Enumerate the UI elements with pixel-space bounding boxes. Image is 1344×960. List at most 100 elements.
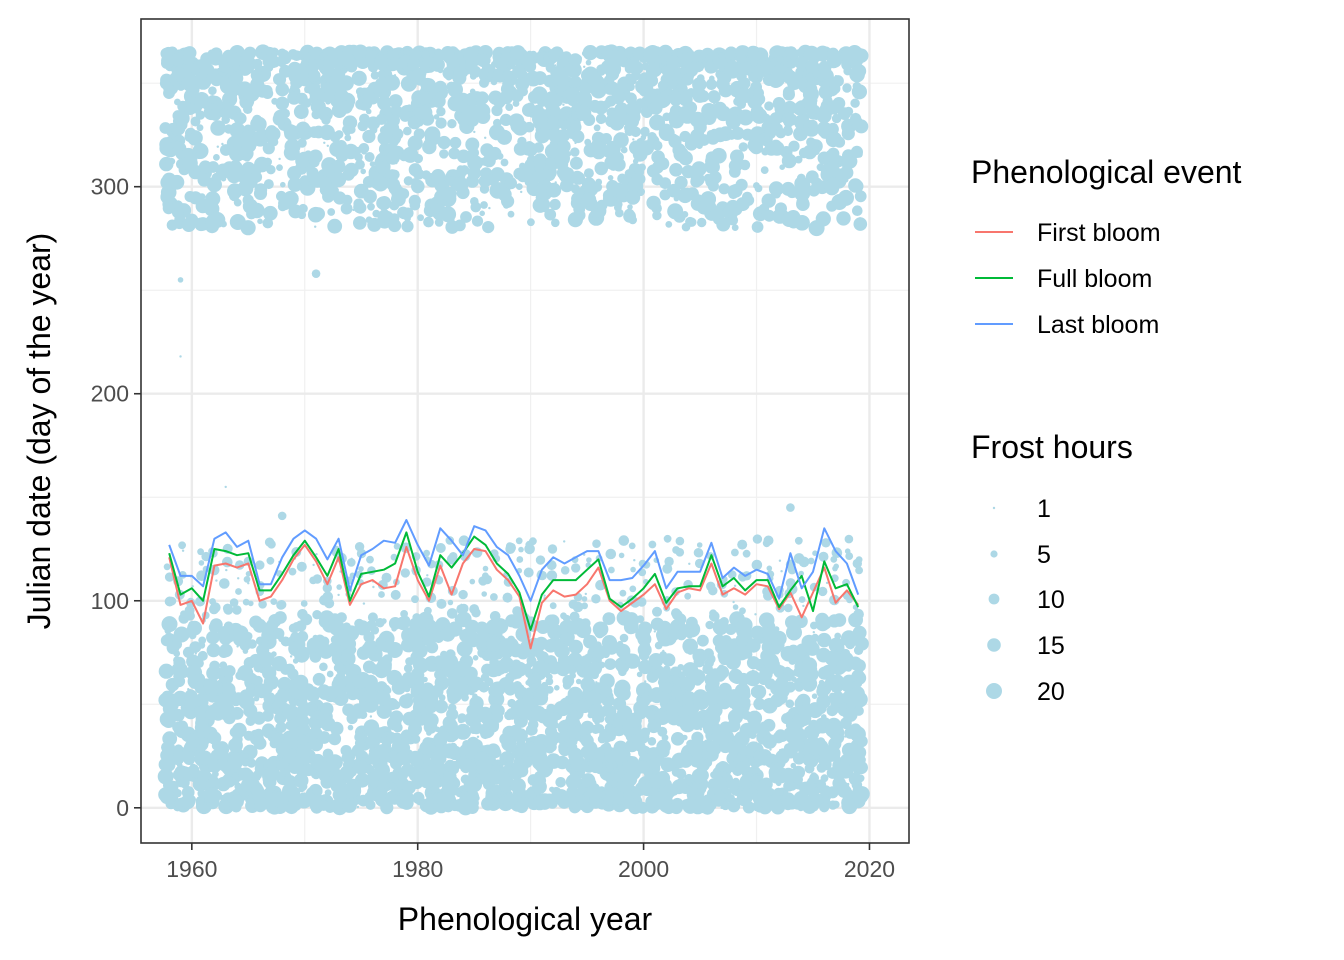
frost-point (515, 537, 523, 545)
frost-point (273, 73, 286, 86)
frost-point (794, 536, 803, 545)
frost-point (569, 75, 582, 88)
frost-point (352, 674, 368, 689)
frost-point (754, 184, 763, 193)
frost-point (829, 692, 836, 700)
frost-point (482, 221, 495, 234)
frost-point (707, 180, 719, 192)
y-axis-title: Julian date (day of the year) (21, 233, 57, 630)
frost-point (173, 788, 182, 798)
frost-point (184, 605, 195, 616)
frost-point (827, 47, 839, 60)
frost-point (392, 722, 403, 733)
frost-point (195, 798, 205, 807)
frost-point (312, 787, 320, 795)
frost-point (589, 102, 601, 113)
frost-point (377, 70, 386, 78)
frost-point (653, 630, 656, 633)
frost-point (633, 171, 636, 175)
frost-point (477, 53, 489, 65)
frost-point (583, 65, 586, 69)
frost-point (829, 642, 838, 652)
frost-point (708, 90, 720, 102)
frost-point (277, 511, 287, 521)
frost-point (482, 160, 488, 166)
frost-point (852, 117, 864, 129)
frost-point (356, 797, 360, 800)
frost-point (297, 647, 307, 657)
frost-point (182, 46, 197, 60)
frost-point (531, 777, 534, 781)
frost-point (211, 689, 219, 696)
frost-point (304, 686, 321, 702)
frost-point (448, 552, 458, 561)
frost-point (368, 747, 377, 756)
frost-point (179, 355, 182, 358)
frost-point (517, 718, 526, 728)
frost-point (623, 727, 634, 738)
frost-point (560, 612, 567, 620)
frost-point (337, 593, 340, 597)
frost-point (746, 656, 761, 670)
frost-point (532, 170, 545, 183)
legend-key-frost-15 (987, 638, 1001, 652)
frost-point (496, 129, 512, 145)
frost-point (502, 752, 513, 763)
frost-point (782, 86, 795, 99)
frost-point (250, 784, 265, 798)
frost-point (336, 188, 339, 191)
frost-point (842, 128, 849, 136)
frost-point (727, 214, 739, 226)
frost-point (618, 535, 630, 546)
frost-point (684, 592, 692, 600)
frost-point (447, 599, 454, 606)
frost-point (811, 693, 818, 699)
frost-point (492, 802, 499, 808)
frost-point (163, 87, 175, 99)
frost-point (174, 201, 184, 211)
frost-point (263, 143, 274, 154)
frost-point (534, 184, 550, 199)
frost-point (845, 552, 854, 560)
frost-point (354, 620, 370, 636)
frost-point (852, 625, 867, 640)
frost-point (248, 600, 254, 607)
legend-frost-title: Frost hours (971, 429, 1133, 465)
frost-point (622, 771, 638, 787)
frost-point (329, 77, 341, 90)
frost-point (258, 600, 267, 609)
frost-point (545, 673, 553, 681)
frost-point (367, 612, 378, 623)
frost-point (815, 211, 831, 227)
x-axis-title: Phenological year (398, 901, 653, 937)
frost-point (785, 793, 789, 797)
frost-point (282, 704, 298, 720)
frost-point (810, 772, 818, 779)
frost-point (442, 716, 457, 730)
frost-point (497, 187, 512, 202)
frost-point (307, 206, 324, 223)
frost-point (196, 770, 204, 778)
frost-point (163, 693, 176, 706)
frost-point (331, 159, 346, 174)
frost-point (817, 703, 826, 713)
frost-point (369, 161, 376, 167)
frost-point (791, 765, 806, 779)
frost-point (672, 546, 680, 554)
frost-point (376, 196, 390, 210)
frost-point (752, 87, 765, 99)
frost-point (401, 220, 414, 233)
frost-point (164, 627, 172, 635)
frost-point (832, 613, 847, 627)
frost-point (849, 66, 865, 83)
frost-point (675, 536, 685, 546)
frost-point (407, 115, 422, 130)
legend-label-frost-10: 10 (1037, 586, 1065, 614)
frost-point (592, 714, 601, 724)
frost-point (210, 120, 226, 136)
frost-point (399, 742, 411, 754)
legend-label-full-bloom: Full bloom (1037, 265, 1152, 293)
frost-point (568, 53, 582, 67)
frost-point (798, 596, 806, 603)
